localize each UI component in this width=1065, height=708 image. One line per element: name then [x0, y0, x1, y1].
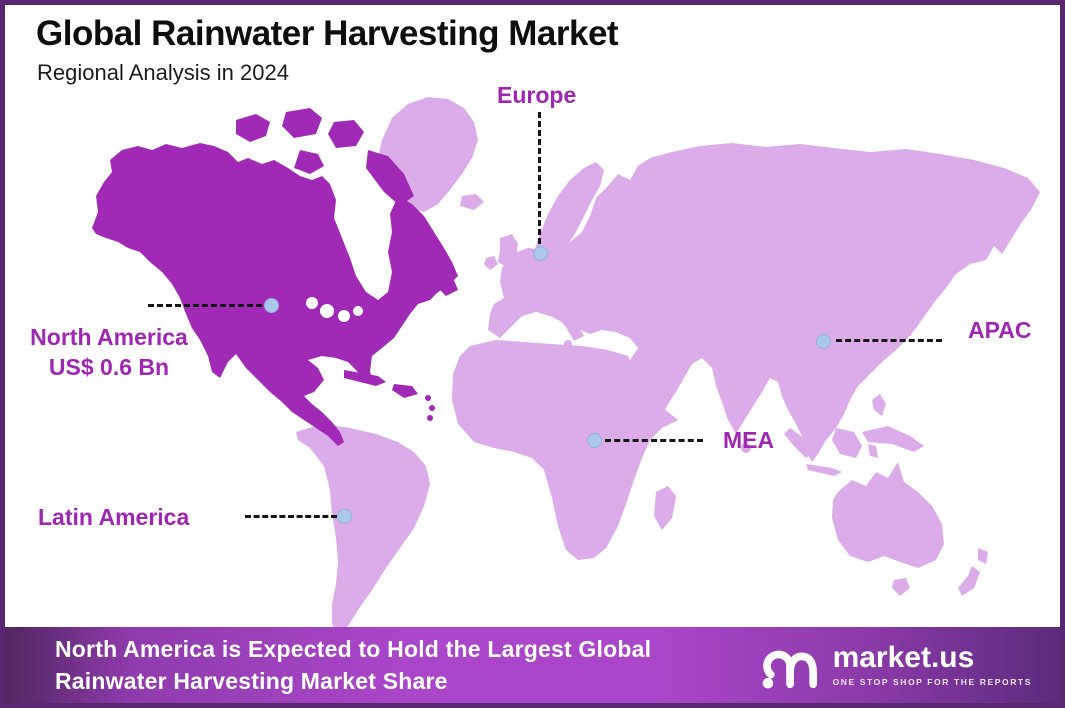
leader-line-europe [538, 112, 541, 244]
map-antilles [425, 395, 431, 401]
map-great-lakes [353, 306, 363, 316]
brand-text-block: market.us ONE STOP SHOP FOR THE REPORTS [832, 641, 1032, 688]
map-arctic-island [294, 150, 324, 174]
map-sri-lanka [741, 443, 751, 453]
map-great-lakes [306, 297, 318, 309]
label-latin-america: Latin America [38, 504, 190, 530]
map-cuba [344, 370, 386, 386]
page-title: Global Rainwater Harvesting Market [36, 14, 619, 53]
page-subtitle: Regional Analysis in 2024 [37, 60, 289, 85]
map-philippines [872, 394, 886, 416]
map-north-america [92, 143, 458, 446]
leader-line-north-america [148, 304, 262, 307]
brand-name: market.us [832, 641, 975, 674]
map-arctic-island [282, 108, 322, 138]
map-sulawesi [868, 444, 878, 458]
marker-mea [587, 433, 602, 448]
map-africa [452, 340, 678, 560]
map-japan [911, 286, 925, 325]
marker-apac [816, 334, 831, 349]
label-apac: APAC [968, 317, 1032, 343]
map-arctic-island [236, 114, 270, 142]
map-japan-south [903, 324, 913, 336]
marker-latin-america [337, 509, 352, 524]
map-arctic-island [328, 120, 364, 148]
map-south-america [296, 424, 430, 634]
map-java [806, 464, 842, 476]
label-north-america: North America US$ 0.6 Bn [10, 322, 208, 383]
map-antilles [429, 405, 435, 411]
brand-tagline: ONE STOP SHOP FOR THE REPORTS [832, 677, 1032, 687]
map-new-zealand-north [978, 548, 988, 564]
leader-line-apac [836, 339, 942, 342]
footer-banner: North America is Expected to Hold the La… [5, 627, 1060, 703]
map-hispaniola [392, 384, 418, 398]
map-sumatra [784, 428, 814, 458]
map-ireland [484, 256, 498, 270]
leader-line-mea [605, 439, 703, 442]
marker-north-america [264, 298, 279, 313]
label-north-america-name: North America [30, 324, 188, 350]
map-italy [554, 304, 584, 341]
marketus-logo-icon [762, 650, 817, 689]
map-borneo [832, 428, 862, 458]
label-north-america-value: US$ 0.6 Bn [48, 354, 170, 381]
map-scandinavia [534, 162, 604, 270]
footer-headline-line2: Rainwater Harvesting Market Share [55, 668, 448, 694]
map-new-zealand-south [958, 566, 980, 596]
map-antilles [427, 415, 433, 421]
map-newfoundland [436, 276, 458, 296]
map-great-lakes [320, 304, 334, 318]
map-tasmania [892, 578, 910, 596]
map-baffin-island [366, 150, 414, 206]
map-new-guinea [862, 426, 924, 452]
footer-headline: North America is Expected to Hold the La… [55, 633, 651, 697]
leader-line-latin-america [245, 515, 337, 518]
label-mea: MEA [723, 427, 775, 453]
map-great-lakes [338, 310, 350, 322]
map-australia [832, 462, 944, 568]
map-iceland [460, 194, 484, 210]
map-madagascar [654, 486, 676, 530]
brand-logo: market.us ONE STOP SHOP FOR THE REPORTS [761, 640, 1032, 690]
marker-europe [533, 246, 548, 261]
footer-headline-line1: North America is Expected to Hold the La… [55, 635, 652, 662]
label-europe: Europe [497, 82, 577, 108]
